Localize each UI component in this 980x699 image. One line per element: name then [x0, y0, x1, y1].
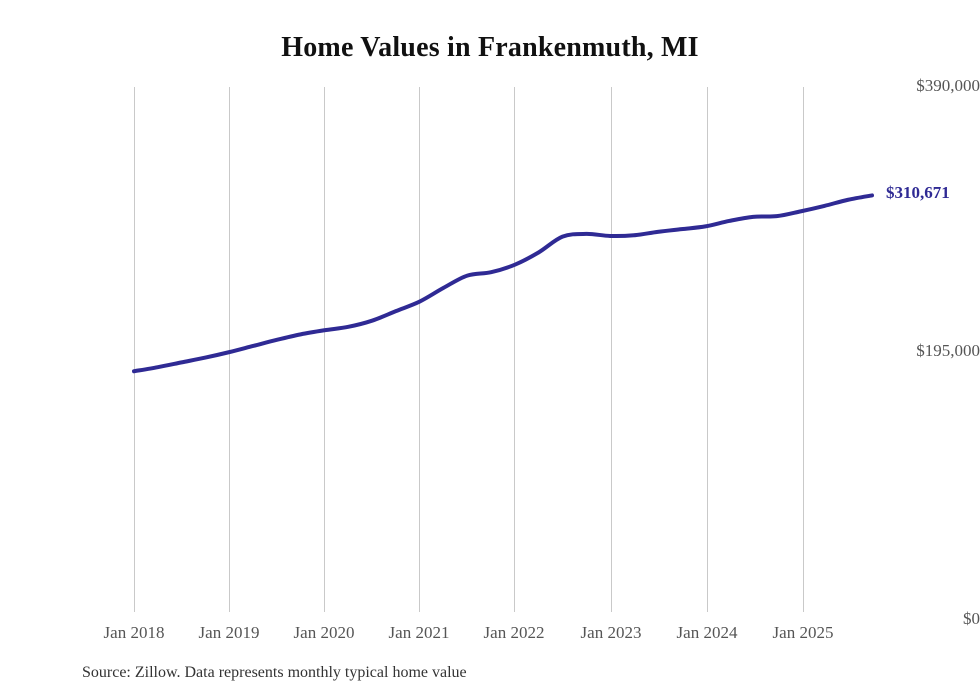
x-axis-tick-jan-2020: Jan 2020 — [293, 623, 355, 642]
x-axis-tick-jan-2019: Jan 2019 — [198, 623, 260, 642]
end-value-annotation: $310,671 — [886, 183, 950, 203]
gridline-jan-2025 — [803, 87, 804, 612]
gridline-jan-2024 — [707, 87, 708, 612]
x-axis-tick-jan-2024: Jan 2024 — [676, 623, 738, 642]
gridline-jan-2021 — [419, 87, 420, 612]
x-axis-tick-jan-2025: Jan 2025 — [772, 623, 834, 642]
x-axis-tick-jan-2022: Jan 2022 — [483, 623, 545, 642]
y-axis-tick-390000: $390,000 — [916, 76, 980, 95]
page-title: Home Values in Frankenmuth, MI — [281, 32, 699, 63]
gridline-jan-2018 — [134, 87, 135, 612]
gridline-jan-2019 — [229, 87, 230, 612]
x-axis-tick-jan-2021: Jan 2021 — [388, 623, 450, 642]
series-line-path — [132, 193, 874, 374]
x-axis-tick-jan-2023: Jan 2023 — [580, 623, 642, 642]
gridline-jan-2020 — [324, 87, 325, 612]
x-axis-tick-jan-2018: Jan 2018 — [103, 623, 165, 642]
gridline-jan-2023 — [611, 87, 612, 612]
source-note: Source: Zillow. Data represents monthly … — [82, 664, 467, 681]
gridline-jan-2022 — [514, 87, 515, 612]
y-axis-tick-195000: $195,000 — [916, 341, 980, 360]
y-axis-tick-0: $0 — [963, 609, 980, 628]
